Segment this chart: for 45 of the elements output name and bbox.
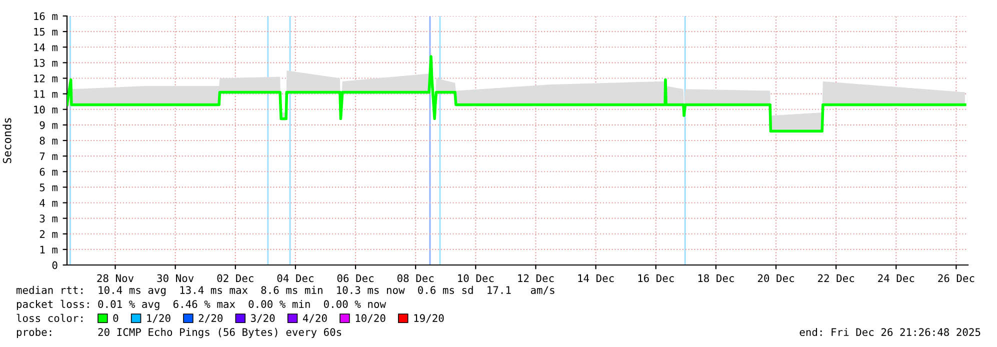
legend-label: 4/20 [302,314,327,323]
y-tick-label: 0 [52,261,58,270]
x-tick-label: 24 Dec [878,274,914,282]
x-tick-label: 28 Nov [97,274,134,282]
legend-label: 3/20 [250,314,275,323]
y-tick-label: 8 m [40,136,58,145]
text: packet loss: 0.01 % avg 6.46 % max 0.00 % min 0.00 % now [16,300,386,310]
legend-label: 10/20 [356,314,386,323]
x-tick-label: 06 Dec [337,274,374,282]
x-tick-label: 14 Dec [578,274,614,282]
text: probe: 20 ICMP Echo Pings (56 Bytes) every 60s [16,328,342,338]
x-tick-label: 02 Dec [217,274,254,282]
x-tick-label: 08 Dec [397,274,434,282]
legend-label: 0 [113,314,118,322]
y-tick-label: 5 m [40,184,58,192]
legend-label: 2/20 [198,314,223,323]
x-tick-label: 10 Dec [458,274,494,282]
text: end: Fri Dec 26 21:26:48 2025 [800,328,980,336]
legend-title: loss color: [16,314,82,322]
x-tick-label: 22 Dec [818,274,854,282]
y-tick-label: 11 m [34,90,58,98]
x-tick-label: 18 Dec [698,274,734,282]
legend-label: 1/20 [147,314,170,323]
y-tick-label: 16 m [34,12,58,20]
y-tick-label: 10 m [34,106,58,114]
x-tick-label: 12 Dec [518,274,554,282]
y-tick-label: 7 m [40,152,58,160]
text: median rtt: 10.4 ms avg 13.4 ms max 8.6 ms min 10.3 ms now 0.6 ms sd 17.1 am/s [16,286,554,296]
x-tick-label: 26 Dec [938,274,974,282]
legend-label: 19/20 [414,314,444,323]
x-tick-label: 30 Nov [157,274,194,282]
y-tick-label: 6 m [40,168,58,176]
x-tick-label: 20 Dec [758,274,794,282]
y-tick-label: 14 m [34,44,58,52]
x-tick-label: 04 Dec [277,274,314,282]
y-tick-label: 4 m [40,199,58,207]
y-tick-label: 9 m [40,121,58,130]
y-tick-label: 12 m [34,74,58,82]
y-tick-label: 13 m [34,58,58,67]
y-tick-label: 2 m [40,230,58,238]
y-axis-title: Seconds [2,118,12,164]
y-tick-label: 15 m [34,28,58,36]
y-tick-label: 1 m [40,246,58,254]
x-tick-label: 16 Dec [638,274,674,282]
y-tick-label: 3 m [40,214,58,222]
